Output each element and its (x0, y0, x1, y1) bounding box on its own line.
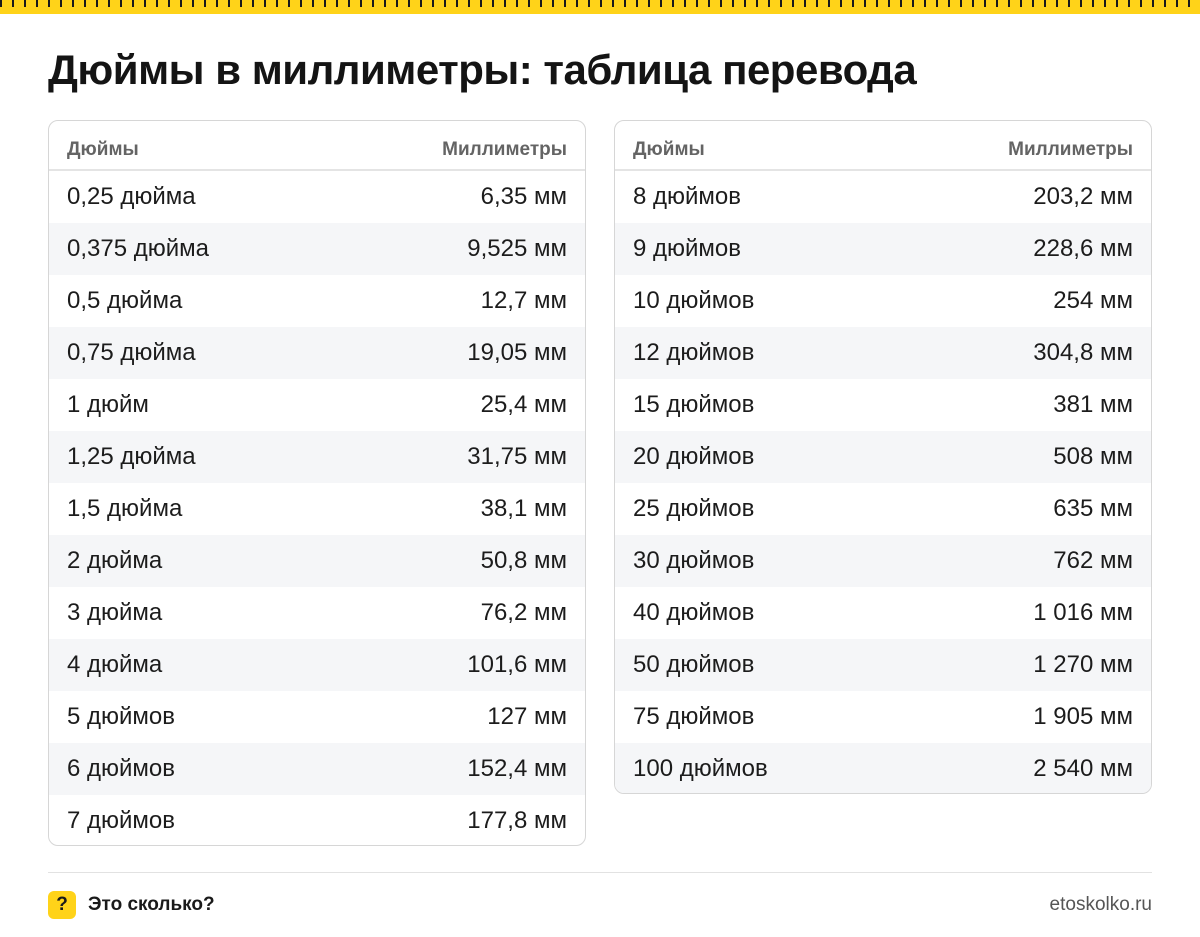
cell-inches: 1,5 дюйма (67, 495, 183, 522)
ruler-strip-icon (0, 0, 1200, 14)
cell-millimeters: 304,8 мм (1033, 339, 1133, 366)
column-header-millimeters: Миллиметры (442, 139, 567, 160)
table-row: 7 дюймов 177,8 мм (49, 795, 585, 845)
cell-inches: 4 дюйма (67, 651, 163, 678)
cell-millimeters: 1 905 мм (1033, 703, 1133, 730)
cell-inches: 10 дюймов (633, 287, 755, 314)
table-row: 1,25 дюйма 31,75 мм (49, 431, 585, 483)
cell-inches: 0,75 дюйма (67, 339, 196, 366)
table-row: 9 дюймов 228,6 мм (615, 223, 1151, 275)
column-header-inches: Дюймы (633, 139, 705, 160)
table-row: 15 дюймов 381 мм (615, 379, 1151, 431)
table-row: 25 дюймов 635 мм (615, 483, 1151, 535)
cell-inches: 50 дюймов (633, 651, 755, 678)
table-row: 10 дюймов 254 мм (615, 275, 1151, 327)
cell-millimeters: 177,8 мм (467, 807, 567, 834)
table-row: 1,5 дюйма 38,1 мм (49, 483, 585, 535)
cell-millimeters: 31,75 мм (467, 443, 567, 470)
table-row: 4 дюйма 101,6 мм (49, 639, 585, 691)
table-row: 3 дюйма 76,2 мм (49, 587, 585, 639)
cell-inches: 6 дюймов (67, 755, 176, 782)
cell-millimeters: 19,05 мм (467, 339, 567, 366)
cell-millimeters: 228,6 мм (1033, 235, 1133, 262)
cell-inches: 9 дюймов (633, 235, 742, 262)
table-row: 0,375 дюйма 9,525 мм (49, 223, 585, 275)
question-mark-icon: ? (48, 891, 76, 919)
cell-inches: 7 дюймов (67, 807, 176, 834)
table-body: 8 дюймов 203,2 мм 9 дюймов 228,6 мм 10 дюймо… (615, 171, 1151, 793)
cell-inches: 75 дюймов (633, 703, 755, 730)
cell-inches: 0,5 дюйма (67, 287, 183, 314)
cell-millimeters: 2 540 мм (1033, 755, 1133, 782)
cell-millimeters: 101,6 мм (467, 651, 567, 678)
cell-millimeters: 38,1 мм (480, 495, 567, 522)
table-body: 0,25 дюйма 6,35 мм 0,375 дюйма 9,525 мм 0,5 … (49, 171, 585, 845)
cell-millimeters: 635 мм (1053, 495, 1133, 522)
cell-inches: 8 дюймов (633, 183, 742, 210)
page-title: Дюймы в миллиметры: таблица перевода (48, 46, 917, 93)
table-row: 0,75 дюйма 19,05 мм (49, 327, 585, 379)
cell-inches: 3 дюйма (67, 599, 163, 626)
cell-inches: 25 дюймов (633, 495, 755, 522)
cell-millimeters: 25,4 мм (480, 391, 567, 418)
brand-name: Это сколько? (88, 894, 215, 915)
cell-inches: 1,25 дюйма (67, 443, 196, 470)
table-row: 75 дюймов 1 905 мм (615, 691, 1151, 743)
cell-millimeters: 127 мм (487, 703, 567, 730)
cell-millimeters: 12,7 мм (480, 287, 567, 314)
cell-millimeters: 254 мм (1053, 287, 1133, 314)
table-header: Дюймы Миллиметры (49, 121, 585, 171)
cell-millimeters: 203,2 мм (1033, 183, 1133, 210)
table-row: 50 дюймов 1 270 мм (615, 639, 1151, 691)
site-url: etoskolko.ru (1049, 894, 1152, 915)
table-row: 0,5 дюйма 12,7 мм (49, 275, 585, 327)
cell-inches: 0,25 дюйма (67, 183, 196, 210)
brand-logo: ? Это сколько? (48, 891, 215, 919)
cell-inches: 40 дюймов (633, 599, 755, 626)
table-row: 100 дюймов 2 540 мм (615, 743, 1151, 793)
cell-inches: 30 дюймов (633, 547, 755, 574)
table-row: 12 дюймов 304,8 мм (615, 327, 1151, 379)
table-row: 30 дюймов 762 мм (615, 535, 1151, 587)
cell-millimeters: 381 мм (1053, 391, 1133, 418)
conversion-table-right: Дюймы Миллиметры 8 дюймов 203,2 мм 9 дюймо… (614, 120, 1152, 794)
cell-millimeters: 762 мм (1053, 547, 1133, 574)
cell-millimeters: 76,2 мм (480, 599, 567, 626)
cell-millimeters: 6,35 мм (480, 183, 567, 210)
table-row: 2 дюйма 50,8 мм (49, 535, 585, 587)
cell-millimeters: 152,4 мм (467, 755, 567, 782)
cell-millimeters: 9,525 мм (467, 235, 567, 262)
table-row: 40 дюймов 1 016 мм (615, 587, 1151, 639)
cell-inches: 15 дюймов (633, 391, 755, 418)
cell-inches: 2 дюйма (67, 547, 163, 574)
cell-millimeters: 508 мм (1053, 443, 1133, 470)
conversion-table-left: Дюймы Миллиметры 0,25 дюйма 6,35 мм 0,375 … (48, 120, 586, 846)
cell-inches: 0,375 дюйма (67, 235, 209, 262)
footer-divider (48, 872, 1152, 873)
table-row: 20 дюймов 508 мм (615, 431, 1151, 483)
table-row: 1 дюйм 25,4 мм (49, 379, 585, 431)
cell-millimeters: 1 270 мм (1033, 651, 1133, 678)
column-header-millimeters: Миллиметры (1008, 139, 1133, 160)
cell-inches: 100 дюймов (633, 755, 768, 782)
table-row: 6 дюймов 152,4 мм (49, 743, 585, 795)
cell-inches: 12 дюймов (633, 339, 755, 366)
cell-millimeters: 1 016 мм (1033, 599, 1133, 626)
table-row: 8 дюймов 203,2 мм (615, 171, 1151, 223)
table-header: Дюймы Миллиметры (615, 121, 1151, 171)
cell-millimeters: 50,8 мм (480, 547, 567, 574)
cell-inches: 5 дюймов (67, 703, 176, 730)
cell-inches: 1 дюйм (67, 391, 149, 418)
column-header-inches: Дюймы (67, 139, 139, 160)
cell-inches: 20 дюймов (633, 443, 755, 470)
table-row: 0,25 дюйма 6,35 мм (49, 171, 585, 223)
table-row: 5 дюймов 127 мм (49, 691, 585, 743)
